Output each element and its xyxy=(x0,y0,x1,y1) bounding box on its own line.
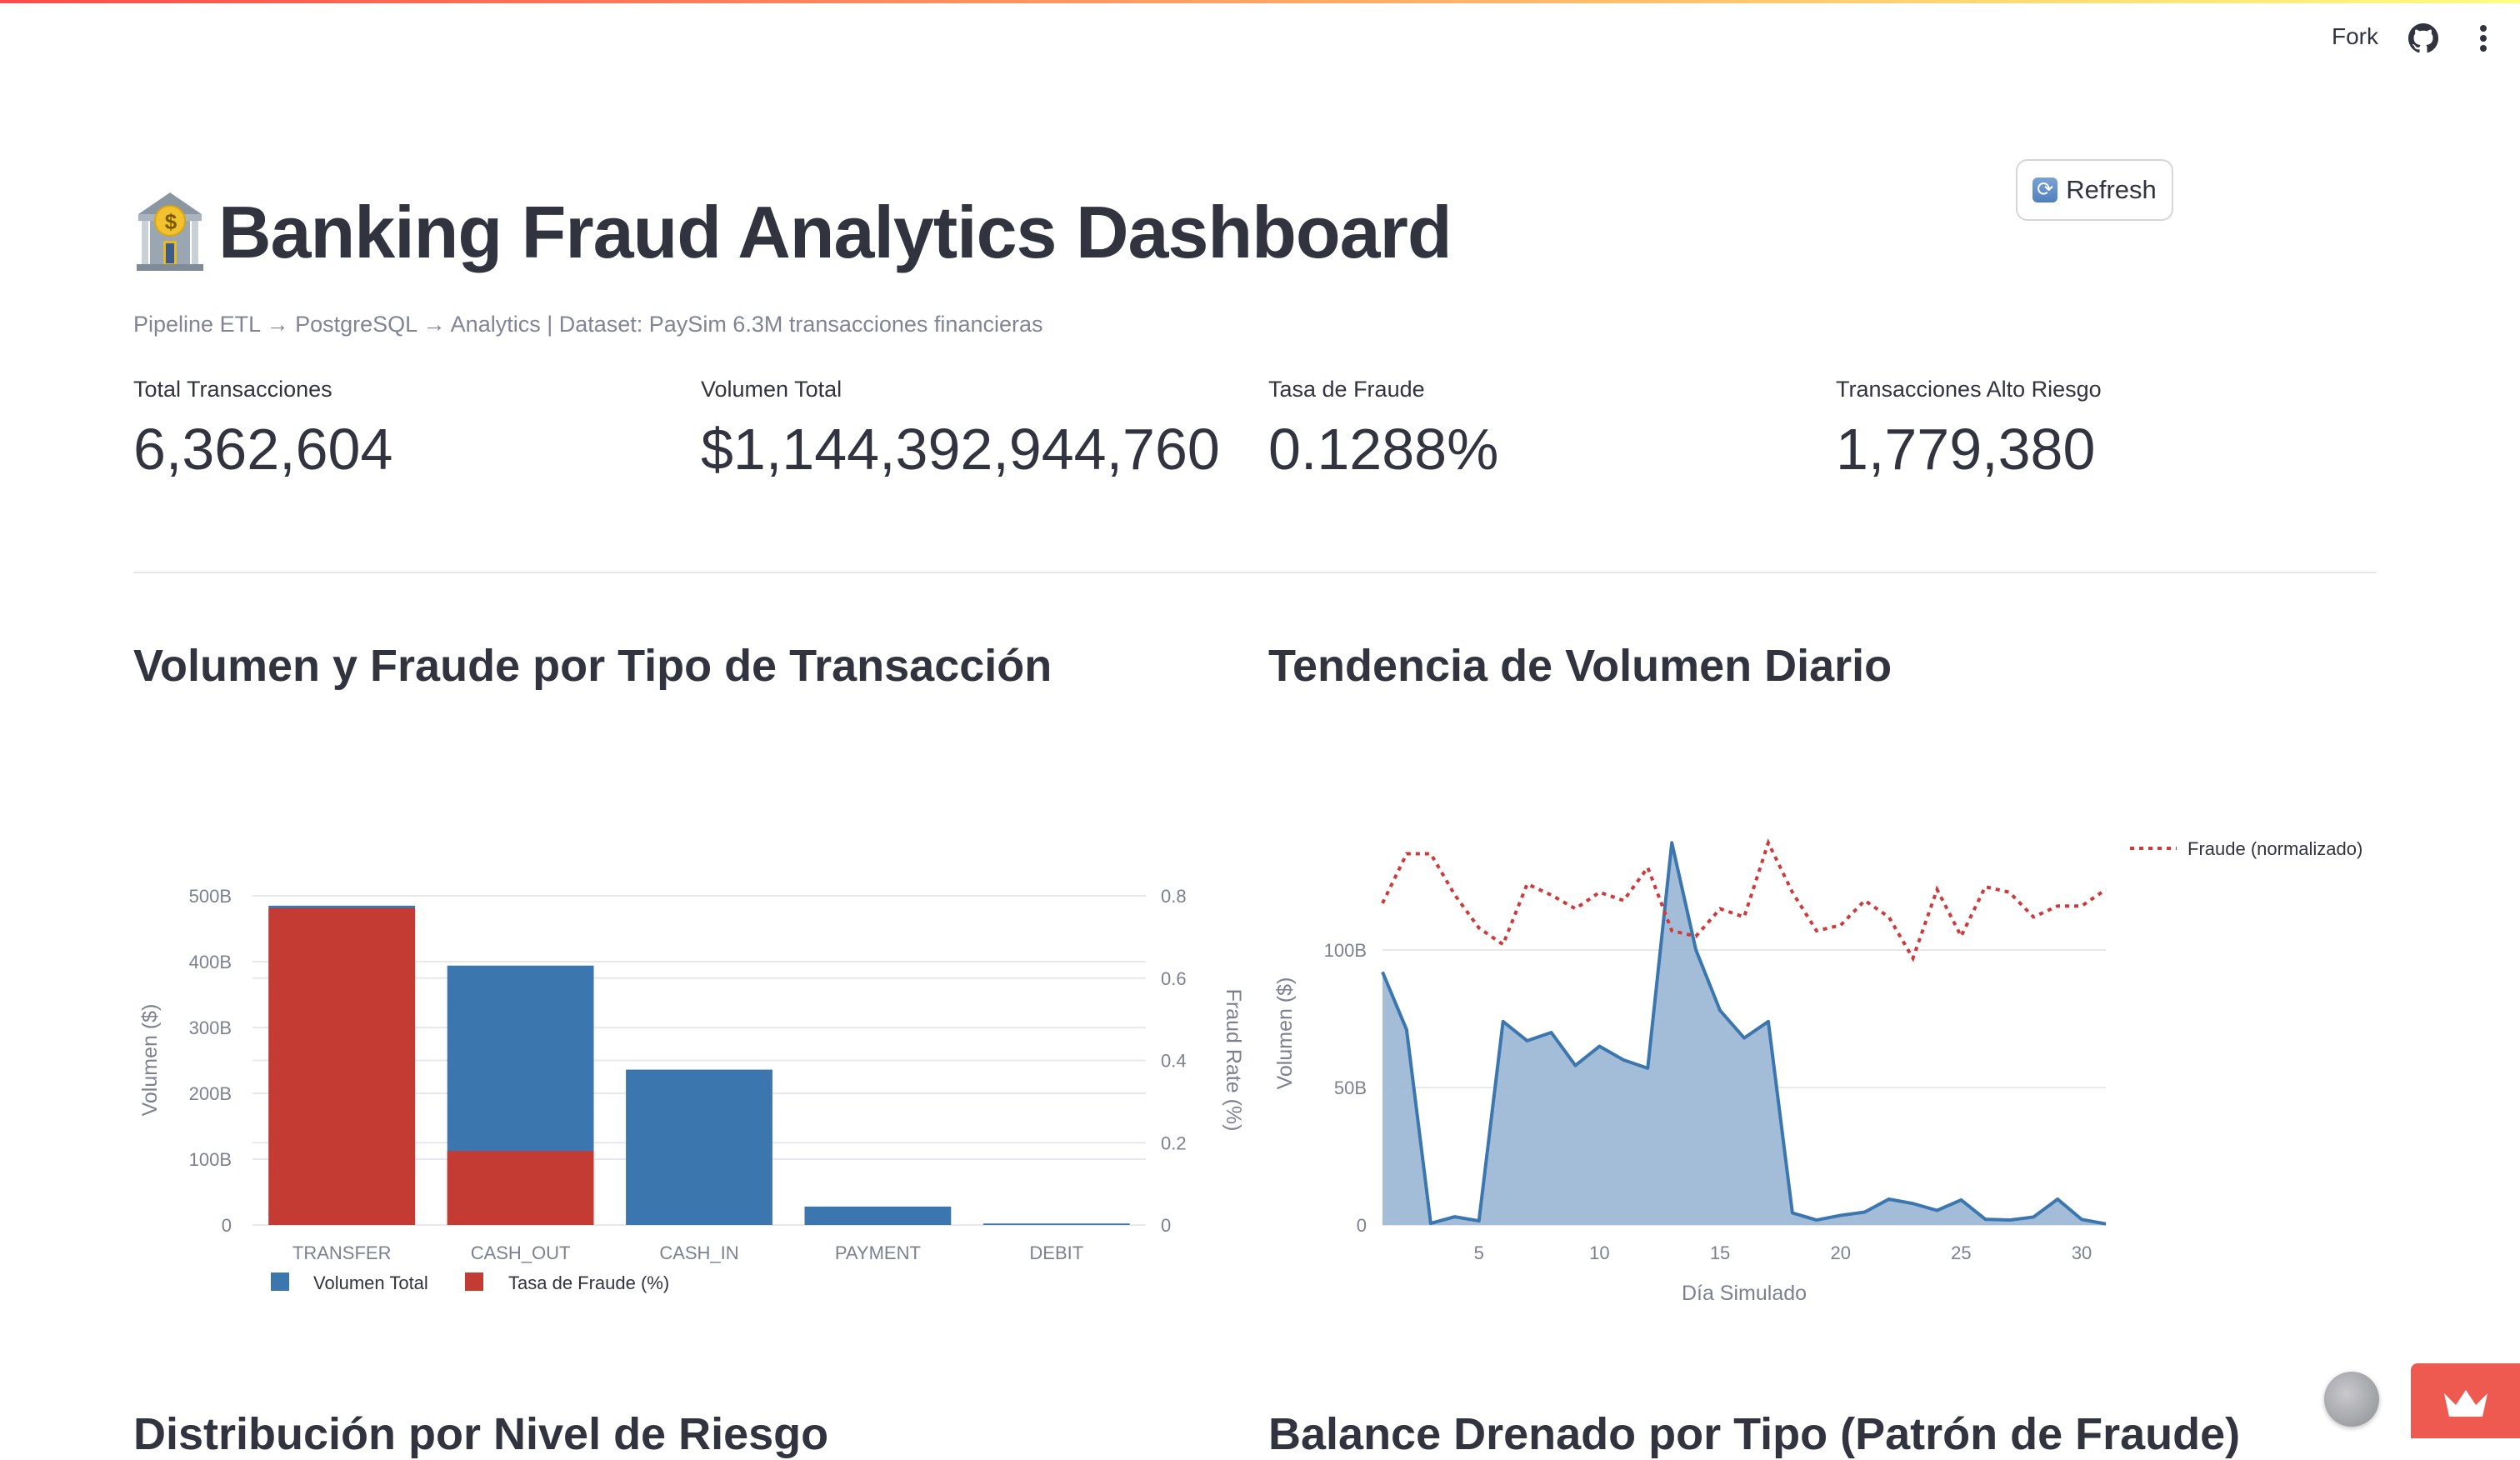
metric-value: 0.1288% xyxy=(1268,417,1499,482)
legend-swatch-fraud xyxy=(465,1272,483,1291)
x-tick-label: CASH_IN xyxy=(659,1242,738,1263)
legend-label-fraud: Tasa de Fraude (%) xyxy=(508,1272,669,1293)
volume-area-fill xyxy=(1382,842,2106,1225)
metric-value: 1,779,380 xyxy=(1836,417,2096,482)
metric-label: Volumen Total xyxy=(701,377,842,402)
x-tick-label: 5 xyxy=(1474,1242,1484,1263)
x-tick-label: DEBIT xyxy=(1029,1242,1083,1263)
kebab-menu-icon[interactable] xyxy=(2473,22,2493,55)
metric-label: Total Transacciones xyxy=(133,377,332,402)
metric-total-volume: Volumen Total $1,144,392,944,760 xyxy=(701,377,1220,482)
fork-button[interactable]: Fork xyxy=(2332,23,2378,49)
github-icon[interactable] xyxy=(2408,23,2438,53)
bank-icon: $ xyxy=(137,192,203,271)
legend-label-volume: Volumen Total xyxy=(313,1272,428,1293)
y2-tick-label: 0.8 xyxy=(1161,886,1187,907)
legend-label-fraud: Fraude (normalizado) xyxy=(2188,838,2362,859)
section-heading-volume-fraud: Volumen y Fraude por Tipo de Transacción xyxy=(133,641,1052,691)
metric-total-transactions: Total Transacciones 6,362,604 xyxy=(133,377,392,482)
y-axis-title: Volumen ($) xyxy=(1273,978,1297,1090)
x-tick-label: 30 xyxy=(2072,1242,2092,1263)
legend-swatch-volume xyxy=(271,1272,289,1291)
y2-tick-label: 0.6 xyxy=(1161,968,1187,989)
x-axis-title: Día Simulado xyxy=(1682,1282,1807,1305)
metric-value: 6,362,604 xyxy=(133,417,393,482)
divider xyxy=(133,572,2377,573)
page-title: $ Banking Fraud Analytics Dashboard xyxy=(133,190,1452,275)
metric-fraud-rate: Tasa de Fraude 0.1288% xyxy=(1268,377,1498,482)
x-tick-label: 25 xyxy=(1951,1242,1971,1263)
page-title-text: Banking Fraud Analytics Dashboard xyxy=(218,191,1452,273)
refresh-label: Refresh xyxy=(2066,175,2157,204)
metric-value: $1,144,392,944,760 xyxy=(701,417,1220,482)
section-heading-daily-trend: Tendencia de Volumen Diario xyxy=(1268,641,1892,691)
y2-tick-label: 0 xyxy=(1161,1215,1171,1236)
bar-volume xyxy=(804,1206,952,1225)
y-tick-label: 500B xyxy=(189,886,232,907)
bar-volume xyxy=(982,1223,1130,1225)
y-tick-label: 100B xyxy=(189,1149,232,1170)
x-tick-label: 20 xyxy=(1830,1242,1850,1263)
y-tick-label: 100B xyxy=(1324,940,1367,961)
y-tick-label: 0 xyxy=(222,1215,232,1236)
metric-label: Tasa de Fraude xyxy=(1268,377,1425,402)
metric-label: Transacciones Alto Riesgo xyxy=(1836,377,2102,402)
x-tick-label: TRANSFER xyxy=(292,1242,392,1263)
y-axis-title: Volumen ($) xyxy=(138,1004,162,1117)
x-tick-label: CASH_OUT xyxy=(471,1242,571,1263)
x-tick-label: PAYMENT xyxy=(835,1242,921,1263)
fraud-normalized-line xyxy=(1381,838,2108,962)
y-tick-label: 0 xyxy=(1357,1215,1367,1236)
y2-axis-title: Fraud Rate (%) xyxy=(1222,989,1245,1132)
y-tick-label: 400B xyxy=(189,952,232,972)
volume-line xyxy=(1381,841,2107,1226)
bar-volume xyxy=(626,1069,772,1225)
y-tick-label: 50B xyxy=(1334,1078,1367,1098)
y2-tick-label: 0.2 xyxy=(1161,1132,1187,1153)
y2-tick-label: 0.4 xyxy=(1161,1051,1187,1072)
metric-high-risk: Transacciones Alto Riesgo 1,779,380 xyxy=(1836,377,2102,482)
refresh-icon: ⟳ xyxy=(2032,178,2058,202)
page-subtitle: Pipeline ETL → PostgreSQL → Analytics | … xyxy=(133,312,1043,337)
section-heading-drained-balance: Balance Drenado por Tipo (Patrón de Frau… xyxy=(1268,1409,2241,1459)
bar-fraud-rate xyxy=(268,908,416,1225)
y-tick-label: 300B xyxy=(189,1018,232,1038)
x-tick-label: 10 xyxy=(1589,1242,1609,1263)
user-avatar[interactable] xyxy=(2324,1372,2379,1427)
manage-app-button[interactable] xyxy=(2411,1363,2520,1438)
top-decoration-bar xyxy=(0,0,2520,3)
y-tick-label: 200B xyxy=(189,1083,232,1104)
refresh-button[interactable]: ⟳ Refresh xyxy=(2016,159,2173,221)
crown-icon xyxy=(2444,1390,2488,1417)
x-tick-label: 15 xyxy=(1710,1242,1730,1263)
volume-fraud-bar-chart[interactable]: 0 100B 200B 300B 400B 500B 0 0.2 0.4 0.6 0.8 TRANSF… xyxy=(0,0,1250,1438)
bar-fraud-rate xyxy=(447,1151,594,1225)
